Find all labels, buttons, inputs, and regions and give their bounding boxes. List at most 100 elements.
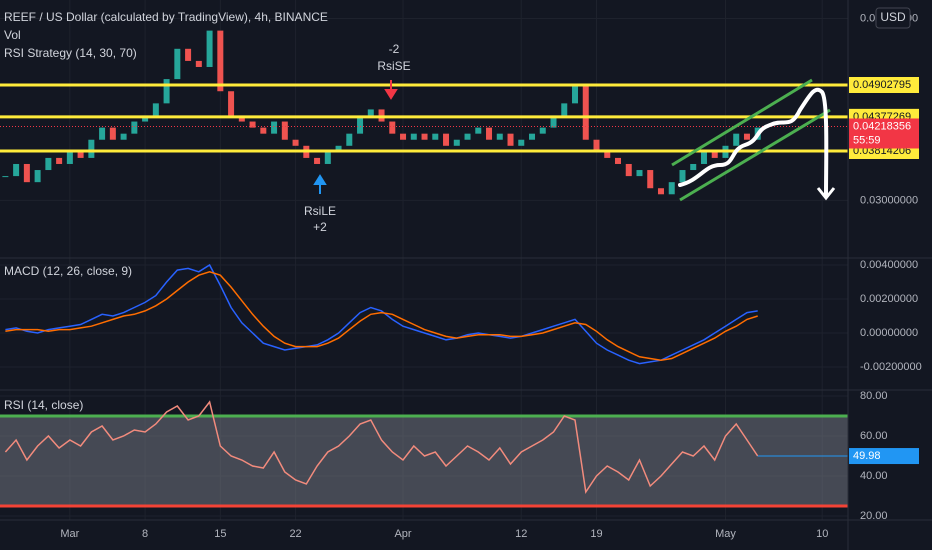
candle (636, 170, 643, 177)
channel-lower (679, 108, 831, 202)
candle (421, 133, 428, 140)
candle (281, 121, 288, 140)
candle (174, 48, 181, 80)
y-tick-label: -0.00200000 (860, 361, 922, 373)
candle (507, 133, 514, 146)
candle (733, 133, 740, 146)
candle (518, 139, 525, 146)
y-tick-label: 0.03000000 (860, 194, 918, 206)
macd-title: MACD (12, 26, close, 9) (4, 264, 132, 278)
candle (561, 103, 568, 116)
user-drawing (671, 78, 836, 202)
candle (647, 170, 654, 189)
candle (604, 151, 611, 158)
candle (475, 127, 482, 134)
candle (389, 121, 396, 134)
y-tick-label: 20.00 (860, 510, 888, 522)
candle (453, 139, 460, 146)
candle (120, 133, 127, 140)
candle (410, 133, 417, 140)
y-tick-label: 0.00400000 (860, 259, 918, 271)
volume-label: Vol (4, 28, 21, 42)
candle (335, 145, 342, 152)
level-label-bg (849, 77, 919, 94)
countdown: 55:59 (853, 134, 881, 146)
candle (23, 163, 30, 183)
x-tick-label: Apr (394, 528, 411, 540)
currency-button[interactable] (875, 7, 911, 29)
last-price: 0.04218356 (853, 120, 911, 132)
candle (228, 91, 235, 116)
candle (593, 139, 600, 152)
last-value-label: 49.98 (853, 450, 881, 462)
rsi-title: RSI (14, close) (4, 398, 83, 412)
series-line (5, 263, 758, 365)
candle (346, 133, 353, 146)
candle (249, 121, 256, 128)
channel-upper (671, 78, 813, 167)
candle (700, 151, 707, 164)
candle (324, 151, 331, 164)
x-tick-label: 15 (214, 528, 226, 540)
candle (357, 115, 364, 134)
x-tick-label: Mar (60, 528, 79, 540)
x-tick-label: 8 (142, 528, 148, 540)
series-line (4, 400, 759, 495)
x-tick-label: 10 (816, 528, 828, 540)
candle (185, 48, 192, 61)
candle (109, 127, 116, 140)
candle (206, 30, 213, 67)
candle (260, 127, 267, 134)
long-qty: +2 (313, 220, 327, 234)
candle (679, 170, 686, 183)
currency[interactable]: USD (880, 10, 906, 24)
candle (66, 151, 73, 164)
candle (668, 182, 675, 195)
strategy-label: RSI Strategy (14, 30, 70) (4, 46, 137, 60)
y-tick-label: 40.00 (860, 470, 888, 482)
short-arrow (384, 80, 398, 100)
candle (88, 139, 95, 158)
candle (625, 163, 632, 177)
squiggle-arrow (816, 187, 836, 201)
candle (432, 133, 439, 140)
level-label: 0.04902795 (853, 79, 911, 91)
symbol-title: REEF / US Dollar (calculated by TradingV… (4, 10, 328, 24)
candle (464, 133, 471, 140)
candle (163, 79, 170, 104)
candle (142, 115, 149, 122)
candle (217, 30, 224, 92)
candle (314, 157, 321, 164)
series-line (5, 271, 758, 361)
candle (496, 133, 503, 140)
candle (529, 133, 536, 140)
candle (657, 188, 664, 195)
candle (550, 115, 557, 128)
candle (614, 157, 621, 164)
candle (13, 163, 20, 177)
y-tick-label: 0.00200000 (860, 293, 918, 305)
candle (45, 157, 52, 171)
signals: -2 RsiSE RsiLE +2 (304, 42, 411, 234)
candle (743, 133, 750, 140)
last-price-bg (849, 118, 919, 149)
long-arrow (313, 174, 327, 194)
candle (2, 176, 9, 178)
marks (0, 30, 848, 508)
candle (367, 109, 374, 116)
x-tick-label: May (715, 528, 736, 540)
y-tick-label: 80.00 (860, 390, 888, 402)
long-label: RsiLE (304, 204, 336, 218)
candle (711, 151, 718, 158)
candle (152, 103, 159, 116)
candle (486, 127, 493, 140)
short-qty: -2 (389, 42, 400, 56)
candle (690, 163, 697, 171)
candle (238, 115, 245, 122)
candle (77, 151, 84, 158)
candle (131, 121, 138, 134)
candle (99, 127, 106, 140)
y-tick-label: 60.00 (860, 430, 888, 442)
candle (539, 127, 546, 134)
